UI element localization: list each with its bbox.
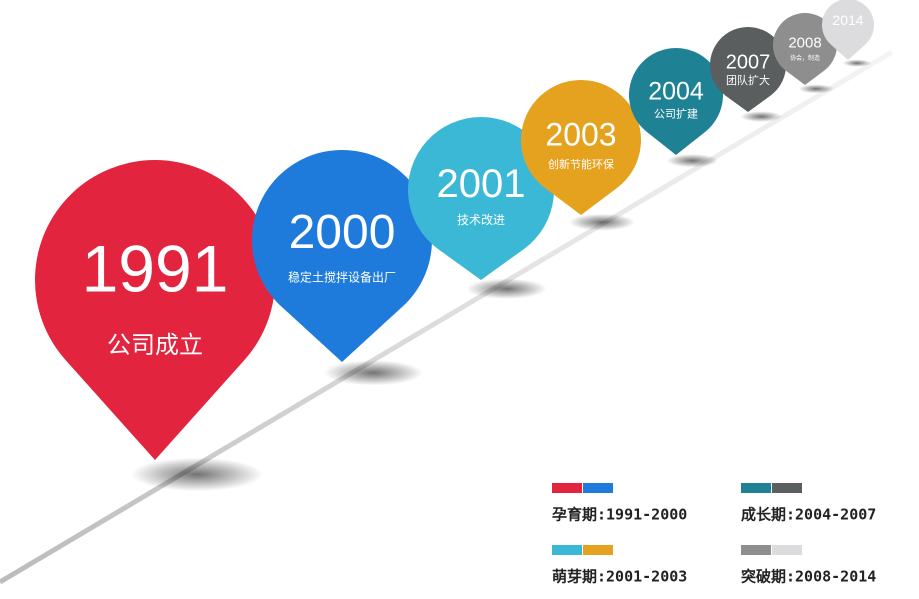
legend-swatch	[772, 545, 802, 555]
milestone-label: 技术改进	[457, 213, 505, 227]
milestone-year: 2008	[788, 34, 821, 51]
pin-shadow	[131, 457, 263, 492]
pin-shape	[773, 13, 837, 86]
legend-swatch	[583, 483, 613, 493]
legend-item: 成长期:2004-2007	[741, 483, 876, 524]
legend-label: 孕育期:1991-2000	[552, 506, 687, 524]
milestone-label: 团队扩大	[726, 73, 770, 87]
milestone-year: 2003	[545, 116, 616, 152]
timeline-axis	[0, 49, 894, 585]
milestone-year: 2007	[726, 51, 771, 73]
milestone-pin: 1991 公司成立	[35, 160, 275, 460]
milestone-pin: 2004 公司扩建	[629, 47, 723, 156]
legend-swatch	[741, 545, 771, 555]
pin-shape	[710, 26, 786, 113]
legend-swatch	[741, 483, 771, 493]
milestone-pin: 2000 稳定土搅拌设备出厂	[252, 149, 432, 362]
legend-label: 萌芽期:2001-2003	[552, 568, 687, 586]
milestone-year: 2004	[648, 77, 704, 105]
pin-shadow	[798, 84, 834, 94]
legend-item: 萌芽期:2001-2003	[552, 545, 687, 586]
pin-shape	[822, 0, 874, 60]
pin-shape	[252, 149, 432, 362]
pin-shadow	[666, 154, 719, 168]
legend-item: 突破期:2008-2014	[741, 545, 876, 586]
milestone-label: 创新节能环保	[548, 157, 614, 171]
legend-swatch	[552, 483, 582, 493]
milestone-pin: 2003 创新节能环保	[521, 80, 642, 215]
milestone-year: 1991	[82, 231, 229, 305]
pin-shadow	[466, 278, 547, 299]
legend-label: 成长期:2004-2007	[741, 506, 876, 524]
legend-label: 突破期:2008-2014	[741, 568, 876, 586]
milestone-pin: 2014	[822, 0, 874, 60]
pin-shadow	[324, 360, 423, 386]
milestone-label: 公司扩建	[654, 107, 698, 121]
milestone-pin: 2008 协会，制造	[773, 13, 837, 86]
milestone-year: 2000	[289, 206, 396, 259]
legend-swatch	[772, 483, 802, 493]
legend-item: 孕育期:1991-2000	[552, 483, 687, 524]
pin-shape	[521, 80, 642, 215]
pin-shadow	[842, 59, 872, 67]
milestone-year: 2014	[832, 12, 863, 28]
pin-shape	[629, 47, 723, 156]
pin-shape	[408, 117, 554, 281]
milestone-year: 2001	[437, 162, 526, 206]
milestone-label: 公司成立	[107, 331, 203, 359]
pin-shadow	[569, 213, 635, 231]
legend-swatch	[552, 545, 582, 555]
pin-shape	[35, 160, 275, 460]
pin-shadow	[740, 111, 783, 122]
milestone-label: 稳定土搅拌设备出厂	[288, 269, 396, 284]
milestone-label: 协会，制造	[790, 54, 820, 62]
legend-swatch	[583, 545, 613, 555]
milestone-pin: 2001 技术改进	[408, 117, 554, 281]
